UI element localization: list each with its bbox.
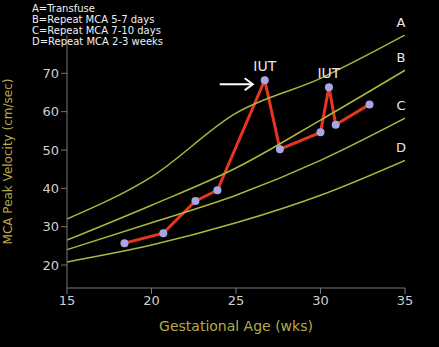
svg-text:30: 30 [312, 293, 329, 308]
svg-text:35: 35 [397, 293, 414, 308]
svg-text:25: 25 [228, 293, 245, 308]
html-text:A=Transfuse: A=Transfuse [32, 3, 95, 14]
html-text:D=Repeat MCA 2-3 weeks: D=Repeat MCA 2-3 weeks [32, 36, 164, 47]
svg-text:30: 30 [42, 219, 59, 234]
svg-text:Gestational Age (wks): Gestational Age (wks) [159, 318, 313, 334]
svg-text:70: 70 [42, 66, 59, 81]
svg-text:IUT: IUT [253, 58, 276, 74]
svg-text:20: 20 [42, 258, 59, 273]
svg-text:20: 20 [143, 293, 160, 308]
svg-text:50: 50 [42, 143, 59, 158]
html-text:B=Repeat MCA 5-7 days: B=Repeat MCA 5-7 days [32, 14, 155, 25]
svg-text:B: B [397, 50, 406, 65]
html-text:C=Repeat MCA 7-10 days: C=Repeat MCA 7-10 days [32, 25, 161, 36]
svg-text:15: 15 [59, 293, 76, 308]
svg-text:60: 60 [42, 104, 59, 119]
svg-text:C: C [396, 98, 405, 113]
svg-text:A: A [397, 15, 406, 30]
svg-text:IUT: IUT [317, 65, 340, 81]
svg-text:40: 40 [42, 181, 59, 196]
svg-text:D: D [396, 140, 406, 155]
svg-text:MCA Peak Velocity (cm/sec): MCA Peak Velocity (cm/sec) [8, 79, 15, 245]
